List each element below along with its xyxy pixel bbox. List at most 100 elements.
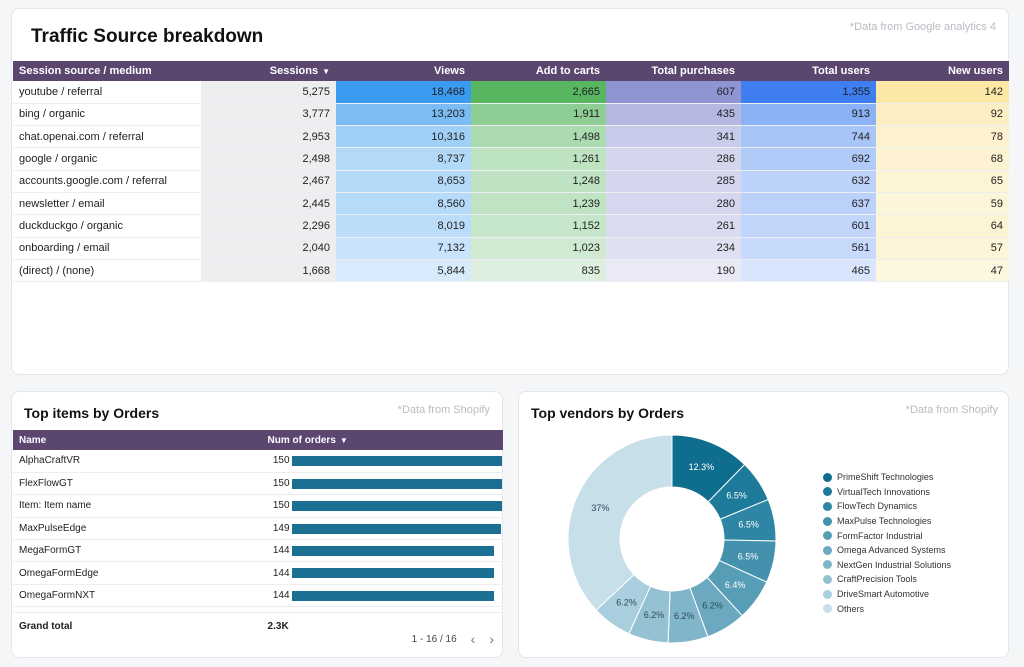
- item-orders-cell: 150: [261, 494, 503, 518]
- source-medium-cell: youtube / referral: [13, 81, 201, 104]
- legend-label: DriveSmart Automotive: [837, 589, 930, 600]
- legend-item[interactable]: VirtualTech Innovations: [823, 485, 951, 500]
- source-medium-cell: bing / organic: [13, 103, 201, 127]
- items-note: *Data from Shopify: [397, 404, 490, 416]
- next-page-icon[interactable]: ›: [489, 631, 494, 647]
- legend-item[interactable]: Others: [823, 601, 951, 616]
- traffic-row: (direct) / (none) 1,668 5,844 835 190 465 47: [13, 259, 1009, 283]
- legend-label: Others: [837, 603, 865, 614]
- views-cell: 18,468: [336, 81, 471, 104]
- purchases-cell: 285: [606, 170, 741, 193]
- sort-desc-icon[interactable]: ▼: [322, 67, 330, 76]
- donut-slice-label: 6.5%: [738, 551, 759, 561]
- item-orders-value: 150: [272, 478, 290, 490]
- traffic-row: google / organic 2,498 8,737 1,261 286 692 68: [13, 147, 1009, 171]
- legend-item[interactable]: FormFactor Industrial: [823, 528, 951, 543]
- new-users-cell: 68: [876, 147, 1009, 171]
- new-users-cell: 78: [876, 125, 1009, 149]
- users-cell: 1,355: [741, 81, 876, 104]
- item-name-cell: Item: Item name: [13, 494, 262, 518]
- legend-dot-icon: [823, 560, 832, 570]
- legend-dot-icon: [823, 589, 832, 599]
- legend-item[interactable]: DriveSmart Automotive: [823, 587, 951, 602]
- legend-item[interactable]: FlowTech Dynamics: [823, 499, 951, 514]
- item-orders-value: 150: [272, 500, 290, 512]
- item-name-cell: AlphaCraftVR: [13, 450, 262, 473]
- item-orders-bar: [291, 478, 502, 489]
- views-cell: 8,653: [336, 170, 471, 193]
- views-cell: 8,019: [336, 214, 471, 238]
- col-num-orders[interactable]: Num of orders ▼: [261, 430, 503, 450]
- item-row: OmegaFormEdge 144: [13, 561, 503, 585]
- donut-slice-label: 6.2%: [616, 597, 637, 607]
- legend-dot-icon: [823, 574, 832, 584]
- users-cell: 744: [741, 125, 876, 149]
- source-medium-cell: google / organic: [13, 147, 201, 171]
- new-users-cell: 57: [876, 237, 1009, 260]
- legend-item[interactable]: NextGen Industrial Solutions: [823, 558, 951, 573]
- new-users-cell: 59: [876, 192, 1009, 216]
- traffic-note: *Data from Google analytics 4: [849, 21, 996, 33]
- source-medium-cell: onboarding / email: [13, 237, 201, 260]
- views-cell: 8,560: [336, 192, 471, 216]
- purchases-cell: 435: [606, 103, 741, 127]
- sessions-cell: 1,668: [201, 259, 336, 283]
- traffic-row: onboarding / email 2,040 7,132 1,023 234 561 5…: [13, 237, 1009, 260]
- top-items-card: Top items by Orders *Data from Shopify N…: [11, 391, 503, 658]
- legend-label: FlowTech Dynamics: [837, 501, 918, 512]
- items-title: Top items by Orders: [24, 405, 160, 421]
- pagination: 1 - 16 / 16 ‹ ›: [412, 631, 494, 647]
- users-cell: 913: [741, 103, 876, 127]
- new-users-cell: 142: [876, 81, 1009, 104]
- col-views[interactable]: Views: [336, 61, 471, 81]
- purchases-cell: 341: [606, 125, 741, 149]
- traffic-row: youtube / referral 5,275 18,468 2,665 607 1,3…: [13, 81, 1009, 104]
- legend-item[interactable]: MaxPulse Technologies: [823, 514, 951, 529]
- item-name-cell: FlexFlowGT: [13, 472, 262, 496]
- carts-cell: 1,023: [471, 237, 606, 260]
- col-sessions[interactable]: Sessions ▼: [201, 61, 336, 81]
- col-total-users[interactable]: Total users: [741, 61, 876, 81]
- prev-page-icon[interactable]: ‹: [470, 631, 476, 647]
- item-orders-value: 144: [272, 545, 290, 557]
- users-cell: 632: [741, 170, 876, 193]
- traffic-row: newsletter / email 2,445 8,560 1,239 280 637 5…: [13, 192, 1009, 216]
- traffic-table: Session source / medium Sessions ▼ Views …: [13, 61, 1009, 283]
- col-total-purchases[interactable]: Total purchases: [606, 61, 741, 81]
- legend-item[interactable]: Omega Advanced Systems: [823, 543, 951, 558]
- col-source[interactable]: Session source / medium: [13, 61, 201, 81]
- items-table: Name Num of orders ▼ AlphaCraftVR 150 FlexF…: [13, 430, 503, 641]
- item-orders-value: 144: [272, 590, 290, 602]
- item-orders-cell: 144: [261, 539, 503, 563]
- donut-slice[interactable]: [567, 434, 673, 611]
- purchases-cell: 280: [606, 192, 741, 216]
- carts-cell: 1,261: [471, 147, 606, 171]
- traffic-source-card: Traffic Source breakdown *Data from Goog…: [11, 8, 1009, 375]
- pagination-label: 1 - 16 / 16: [411, 633, 457, 645]
- item-row: AlphaCraftVR 150: [13, 450, 503, 473]
- item-name-cell: OmegaFormEdge: [13, 561, 262, 585]
- col-new-users[interactable]: New users: [876, 61, 1009, 81]
- item-row: Item: Item name 150: [13, 494, 503, 518]
- users-cell: 692: [741, 147, 876, 171]
- carts-cell: 835: [471, 259, 606, 283]
- legend-item[interactable]: CraftPrecision Tools: [823, 572, 951, 587]
- legend-item[interactable]: PrimeShift Technologies: [823, 470, 951, 485]
- item-orders-bar: [291, 456, 502, 466]
- traffic-header-row: Session source / medium Sessions ▼ Views …: [13, 61, 1009, 81]
- item-orders-value: 150: [272, 455, 290, 467]
- sort-desc-icon[interactable]: ▼: [339, 435, 348, 445]
- carts-cell: 1,498: [471, 125, 606, 149]
- item-row: MegaFormGT 144: [13, 539, 503, 563]
- legend-dot-icon: [823, 545, 832, 555]
- users-cell: 465: [741, 259, 876, 283]
- legend-label: Omega Advanced Systems: [837, 545, 946, 556]
- item-orders-bar: [291, 546, 494, 557]
- new-users-cell: 64: [876, 214, 1009, 238]
- col-name[interactable]: Name: [13, 430, 262, 450]
- source-medium-cell: newsletter / email: [13, 192, 201, 216]
- grand-total-value: 2.3K: [267, 621, 289, 633]
- sessions-cell: 2,467: [201, 170, 336, 193]
- views-cell: 10,316: [336, 125, 471, 149]
- col-add-to-carts[interactable]: Add to carts: [471, 61, 606, 81]
